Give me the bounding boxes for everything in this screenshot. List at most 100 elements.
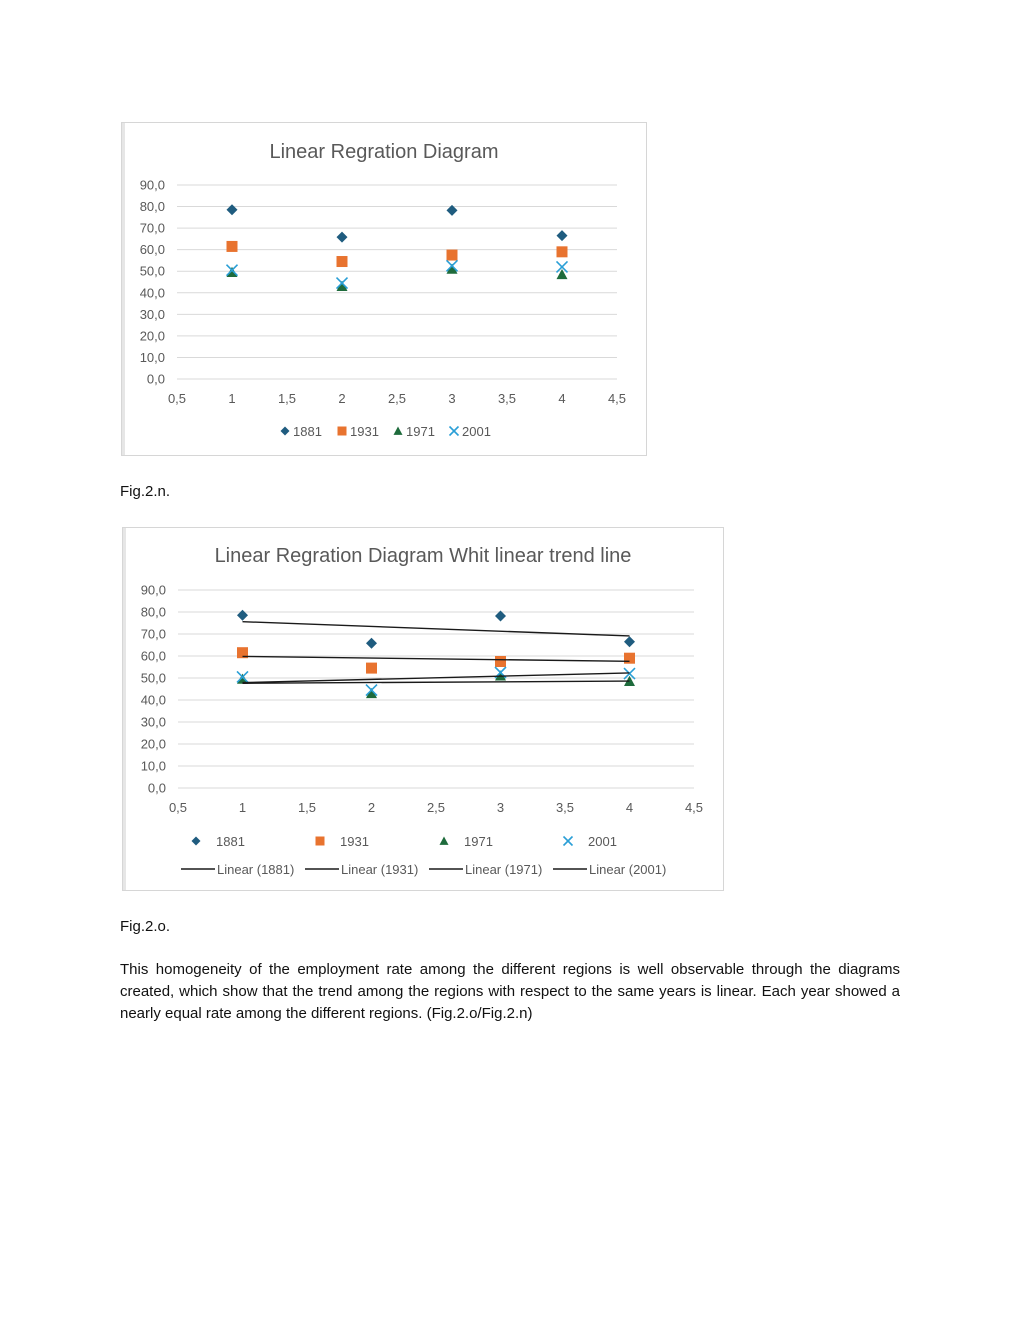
legend-label: 1931 — [340, 834, 369, 849]
y-tick-label: 10,0 — [140, 350, 165, 365]
y-tick-label: 10,0 — [141, 759, 166, 774]
x-stroke — [555, 260, 569, 273]
chart-title: Linear Regration Diagram — [269, 141, 498, 163]
x-tick-label: 4,5 — [608, 391, 626, 406]
legend-label: 1971 — [406, 424, 435, 439]
data-point-1971 — [446, 263, 458, 274]
data-point-1931 — [226, 240, 238, 252]
data-point-1971 — [556, 268, 568, 280]
legend-trendline-label: Linear (1881) — [217, 862, 294, 877]
data-point-1971 — [495, 670, 506, 681]
x-tick-label: 2,5 — [427, 800, 445, 815]
legend-label: 2001 — [462, 424, 491, 439]
data-point-1881 — [556, 230, 568, 242]
x-tick-label: 4 — [626, 800, 633, 815]
x-tick-label: 2 — [338, 391, 345, 406]
x-tick-label: 0,5 — [168, 391, 186, 406]
x-tick-label: 3 — [497, 800, 504, 815]
y-tick-label: 30,0 — [140, 307, 165, 322]
x-tick-label: 1,5 — [298, 800, 316, 815]
legend-marker-1931 — [337, 426, 347, 436]
x-stroke — [236, 670, 249, 683]
x-stroke — [365, 684, 378, 697]
data-point-1971 — [366, 687, 377, 699]
data-point-2001 — [225, 264, 239, 277]
data-point-1931 — [556, 246, 568, 258]
trendline-1881 — [242, 620, 630, 637]
y-tick-label: 20,0 — [141, 737, 166, 752]
x-tick-label: 1 — [228, 391, 235, 406]
legend-trendline-label: Linear (2001) — [589, 862, 666, 877]
data-point-1881 — [237, 609, 248, 621]
y-tick-label: 50,0 — [141, 671, 166, 686]
legend-label: 2001 — [588, 834, 617, 849]
data-point-1971 — [336, 280, 348, 291]
x-tick-label: 4,5 — [685, 800, 703, 815]
x-tick-label: 1,5 — [278, 391, 296, 406]
y-tick-label: 90,0 — [140, 178, 165, 193]
legend-marker-2001 — [562, 835, 574, 847]
data-point-1881 — [446, 204, 458, 216]
y-tick-label: 0,0 — [147, 372, 165, 387]
y-tick-label: 40,0 — [141, 693, 166, 708]
legend-label: 1971 — [464, 834, 493, 849]
y-tick-label: 90,0 — [141, 583, 166, 598]
legend-marker-1971 — [439, 836, 449, 845]
legend-marker-2001 — [448, 425, 460, 437]
data-point-1881 — [495, 610, 506, 622]
y-tick-label: 70,0 — [140, 221, 165, 236]
chart-title: Linear Regration Diagram Whit linear tre… — [215, 545, 632, 567]
data-point-1881 — [336, 231, 348, 243]
x-tick-label: 3,5 — [498, 391, 516, 406]
data-point-1931 — [366, 662, 377, 674]
x-stroke — [445, 259, 459, 272]
legend-trendline-label: Linear (1931) — [341, 862, 418, 877]
legend-marker-1881 — [191, 836, 201, 846]
data-point-1971 — [624, 675, 635, 686]
x-stroke — [335, 277, 349, 290]
data-point-2001 — [335, 277, 349, 290]
data-point-1931 — [336, 256, 348, 268]
data-point-1931 — [495, 656, 506, 667]
data-point-1931 — [237, 647, 248, 659]
x-tick-label: 4 — [558, 391, 565, 406]
x-stroke — [562, 835, 574, 847]
x-tick-label: 0,5 — [169, 800, 187, 815]
x-tick-label: 3,5 — [556, 800, 574, 815]
legend-marker-1971 — [393, 426, 403, 435]
y-tick-label: 40,0 — [140, 285, 165, 300]
legend-marker-1931 — [315, 836, 325, 846]
data-point-2001 — [365, 684, 378, 697]
trendline-2001 — [242, 672, 630, 684]
y-tick-label: 0,0 — [148, 781, 166, 796]
chart-svg: Linear Regration Diagram 0,0 10,0 20,0 30,0 4… — [140, 141, 626, 439]
data-point-2001 — [555, 260, 569, 273]
y-tick-label: 50,0 — [140, 264, 165, 279]
body-paragraph: This homogeneity of the employment rate … — [120, 961, 900, 1022]
data-point-1971 — [226, 266, 238, 277]
y-tick-label: 60,0 — [141, 649, 166, 664]
figure-caption-2o: Fig.2.o. — [120, 918, 171, 935]
legend-marker-1881 — [280, 426, 290, 436]
data-point-2001 — [445, 259, 459, 272]
x-tick-label: 2 — [368, 800, 375, 815]
legend-label: 1881 — [216, 834, 245, 849]
legend-trendline-label: Linear (1971) — [465, 862, 542, 877]
trendline-1971 — [242, 680, 630, 684]
trendline-1931 — [242, 655, 630, 662]
data-point-2001 — [236, 670, 249, 683]
figure-caption-2n: Fig.2.n. — [120, 483, 171, 500]
data-point-1931 — [446, 249, 458, 261]
data-point-1881 — [366, 637, 377, 649]
x-stroke — [225, 264, 239, 277]
y-tick-label: 60,0 — [140, 242, 165, 257]
scatter-chart-trendlines: Linear Regration Diagram Whit linear tre… — [122, 527, 724, 891]
x-tick-label: 2,5 — [388, 391, 406, 406]
chart-svg: Linear Regration Diagram Whit linear tre… — [141, 545, 703, 877]
x-tick-label: 3 — [448, 391, 455, 406]
y-tick-label: 20,0 — [140, 328, 165, 343]
y-tick-label: 80,0 — [140, 199, 165, 214]
data-point-1881 — [624, 636, 635, 648]
legend-label: 1931 — [350, 424, 379, 439]
y-tick-label: 30,0 — [141, 715, 166, 730]
